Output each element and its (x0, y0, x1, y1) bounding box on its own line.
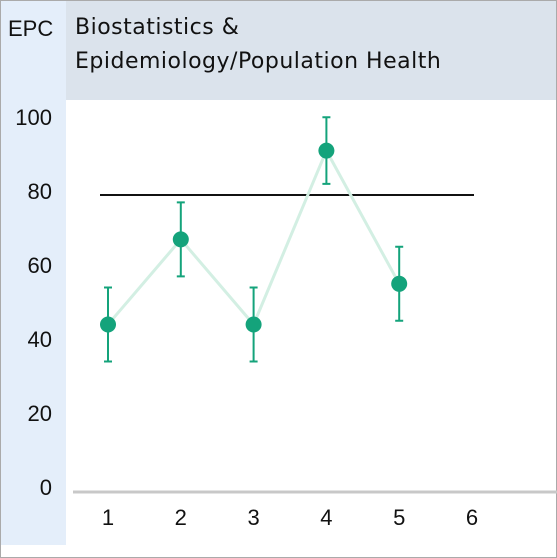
y-tick-label: 60 (28, 253, 52, 278)
chart-title: Epidemiology/Population Health (75, 49, 441, 74)
x-tick-label: 6 (466, 505, 478, 530)
sidebar (0, 0, 66, 545)
chart-title: Biostatistics & (75, 15, 239, 40)
corner-label: EPC (8, 16, 53, 41)
y-tick-label: 40 (28, 327, 52, 352)
data-point (245, 316, 262, 333)
y-tick-label: 0 (40, 475, 52, 500)
x-tick-label: 5 (393, 505, 405, 530)
data-point (172, 231, 189, 248)
x-tick-label: 4 (320, 505, 332, 530)
y-tick-label: 20 (28, 401, 52, 426)
x-tick-label: 1 (102, 505, 114, 530)
y-tick-label: 80 (28, 179, 52, 204)
data-point (391, 275, 408, 292)
data-point (318, 142, 335, 159)
y-tick-label: 100 (15, 105, 52, 130)
x-tick-label: 3 (247, 505, 259, 530)
data-point (100, 316, 116, 333)
x-tick-label: 2 (175, 505, 187, 530)
header (66, 0, 557, 100)
